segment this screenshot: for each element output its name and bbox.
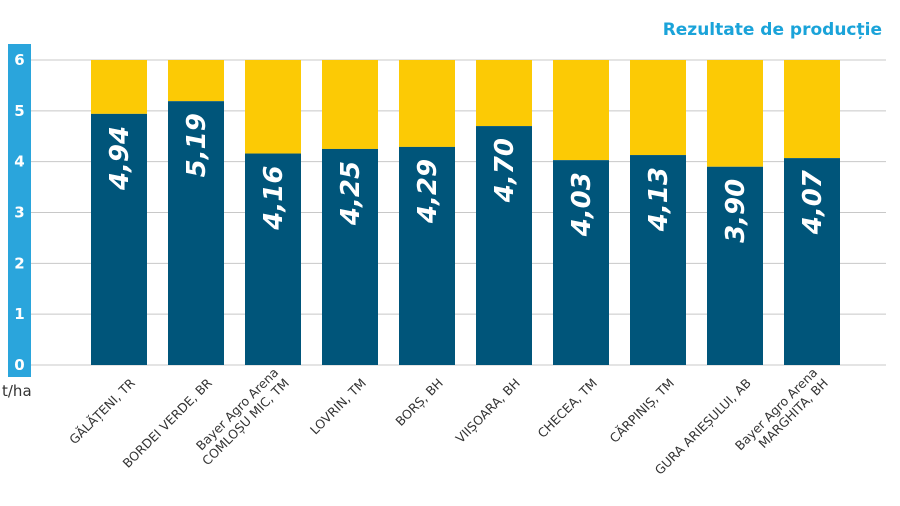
x-tick-label: CHECEA, TM xyxy=(534,375,599,440)
bar-remainder xyxy=(630,60,686,156)
bar-value xyxy=(707,166,763,365)
bar-value xyxy=(630,155,686,365)
bar-value-label: 4,25 xyxy=(336,161,366,226)
bar-remainder xyxy=(784,60,840,159)
x-tick-label-line: CHECEA, TM xyxy=(534,375,599,440)
bar-remainder xyxy=(168,60,224,102)
bar-value xyxy=(553,160,609,365)
bar-value xyxy=(476,126,532,365)
bar-value-label: 4,29 xyxy=(413,159,443,224)
y-tick-label: 6 xyxy=(14,51,24,69)
bar-value xyxy=(322,148,378,365)
y-tick-label: 1 xyxy=(14,305,24,323)
x-tick-label-line: BORȘ, BH xyxy=(392,375,446,429)
x-tick-label: GĂLĂȚENI, TR xyxy=(66,375,138,447)
bar-value-label: 4,16 xyxy=(259,166,289,231)
x-tick-label-line: CĂRPINIȘ, TM xyxy=(607,375,677,445)
y-tick-label: 5 xyxy=(14,102,24,120)
bar-value-label: 4,70 xyxy=(490,138,520,203)
x-tick-label-line: GĂLĂȚENI, TR xyxy=(66,375,138,447)
x-tick-label: BORȘ, BH xyxy=(392,375,446,429)
bar-value-label: 4,94 xyxy=(105,126,135,191)
bar-remainder xyxy=(707,60,763,167)
bar-remainder xyxy=(476,60,532,127)
x-tick-label: VIIȘOARA, BH xyxy=(452,375,522,445)
y-tick-label: 2 xyxy=(14,254,24,272)
bar-value-label: 5,19 xyxy=(182,113,212,177)
bar-value xyxy=(784,158,840,365)
y-axis: 0 1 2 3 4 5 6 xyxy=(8,44,31,377)
x-tick-label-line: LOVRIN, TM xyxy=(307,375,369,437)
bar-remainder xyxy=(553,60,609,161)
x-tick-label: LOVRIN, TM xyxy=(307,375,369,437)
y-tick-label: 4 xyxy=(14,153,24,171)
bar-remainder xyxy=(91,60,147,114)
bar-value xyxy=(399,146,455,365)
bar-remainder xyxy=(399,60,455,147)
bar-remainder xyxy=(322,60,378,149)
chart-title: Rezultate de producție xyxy=(662,20,882,40)
y-axis-unit-label: t/ha xyxy=(2,382,32,400)
bar-value-label: 4,07 xyxy=(798,169,828,235)
y-tick-label: 0 xyxy=(14,356,24,374)
bar-value xyxy=(91,113,147,365)
bar-value-label: 4,13 xyxy=(644,167,674,232)
bars: 4,94 5,19 4,16 4,25 4,29 4,70 4,03 4,13 3,90 4,07 xyxy=(91,60,840,366)
x-tick-label: CĂRPINIȘ, TM xyxy=(607,375,677,445)
y-tick-label: 3 xyxy=(14,204,24,222)
bar-value-label: 3,90 xyxy=(721,179,751,243)
bar-value xyxy=(168,101,224,366)
bar-value-label: 4,03 xyxy=(567,172,597,237)
x-tick-label-line: VIIȘOARA, BH xyxy=(452,375,522,445)
bar-value xyxy=(245,153,301,365)
bar-remainder xyxy=(245,60,301,154)
y-axis-band xyxy=(8,44,31,377)
